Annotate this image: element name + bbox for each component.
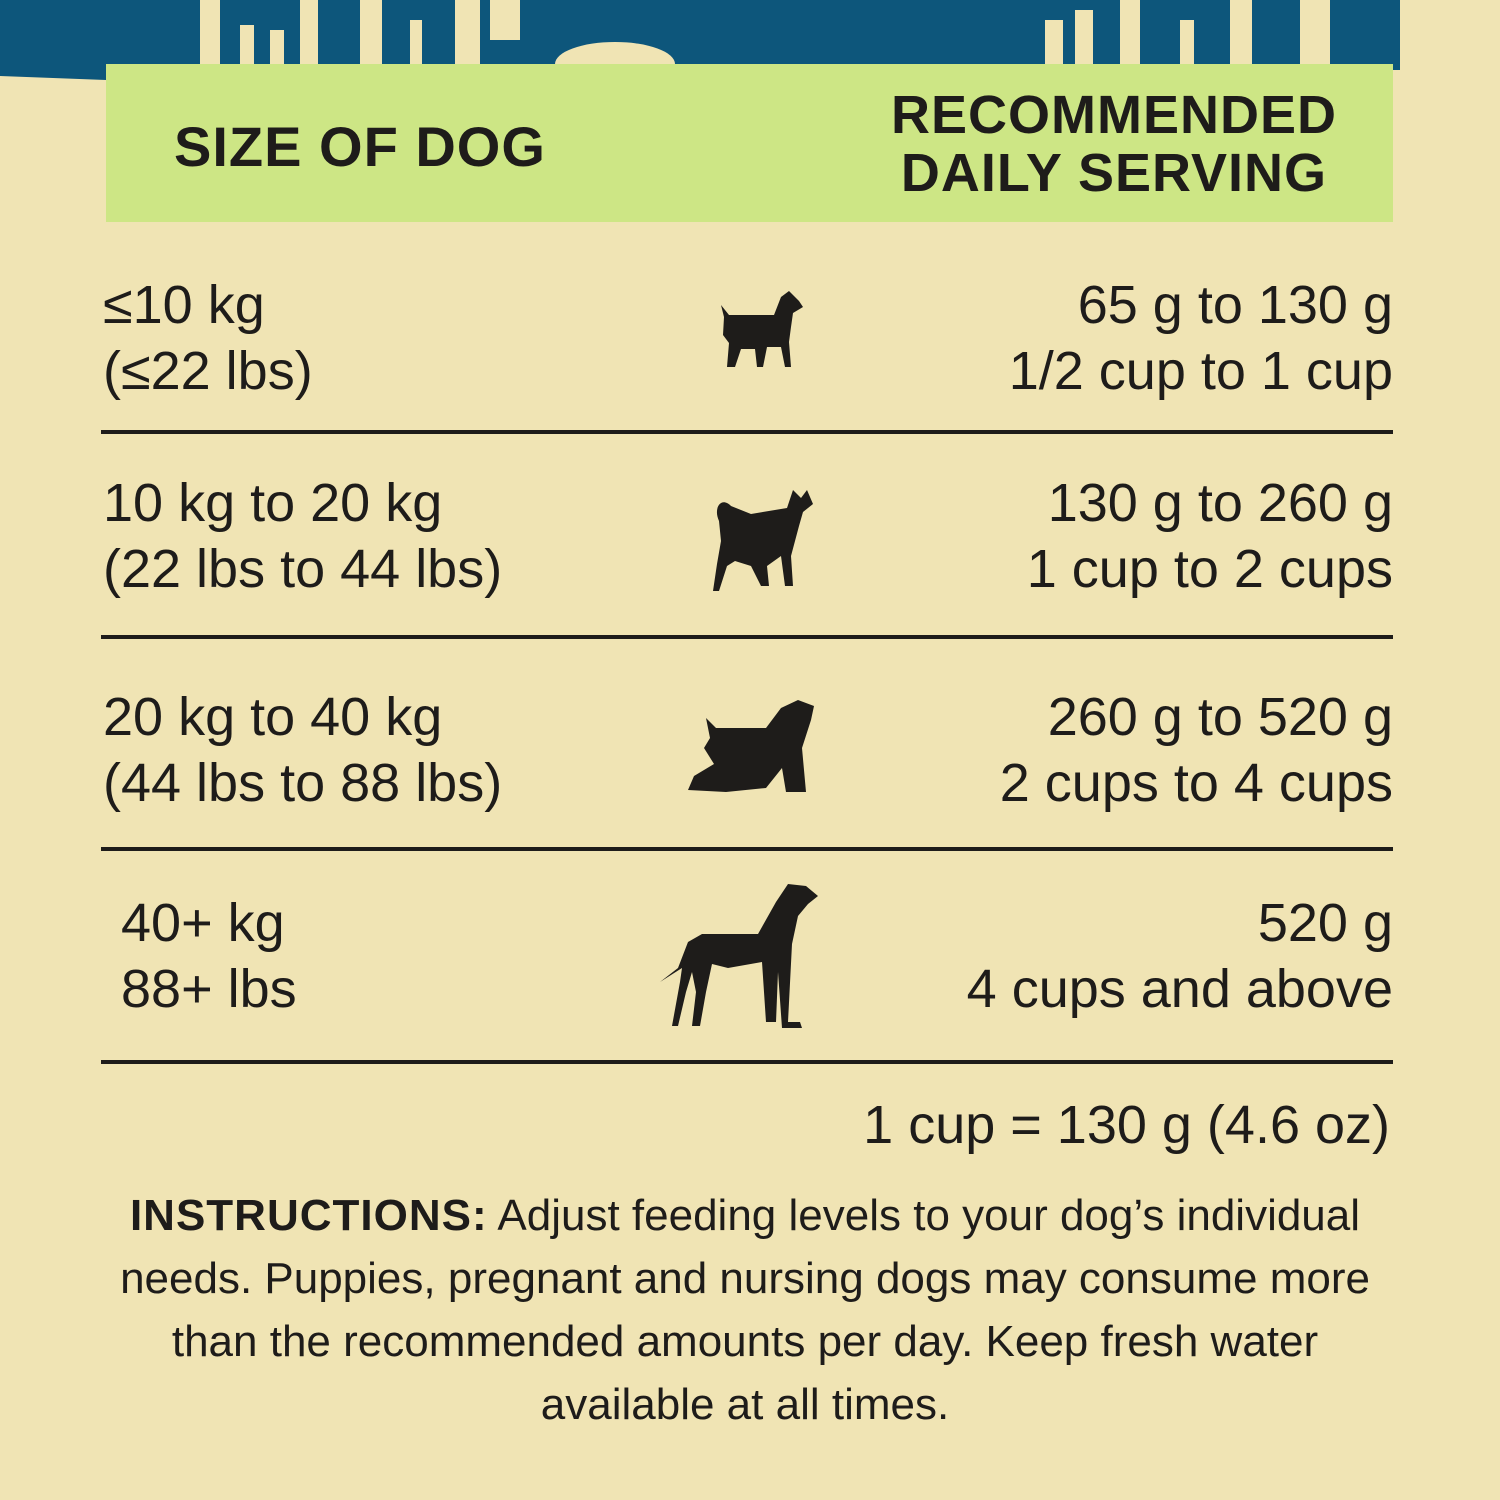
- table-row: 20 kg to 40 kg (44 lbs to 88 lbs) 260 g t…: [101, 684, 1393, 824]
- instructions: INSTRUCTIONS: Adjust feeding levels to y…: [90, 1184, 1400, 1436]
- table-row: ≤10 kg (≤22 lbs) 65 g to 130 g 1/2 cup to …: [101, 272, 1393, 412]
- dog-size: 40+ kg 88+ lbs: [121, 893, 297, 1019]
- small-terrier-dog-icon: [721, 291, 803, 367]
- medium-spitz-dog-icon: [713, 490, 813, 591]
- instructions-label: INSTRUCTIONS:: [129, 1191, 488, 1240]
- heading-line1: RECOMMENDED: [890, 85, 1337, 145]
- dog-size: 10 kg to 20 kg (22 lbs to 44 lbs): [103, 473, 503, 599]
- size-of-dog-heading: SIZE OF DOG: [174, 115, 546, 178]
- row-divider: [101, 1060, 1393, 1064]
- great-dane-dog-icon: [660, 884, 818, 1028]
- instructions-text: Adjust feeding levels to your dog’s indi…: [120, 1191, 1370, 1429]
- daily-serving-heading: RECOMMENDED DAILY SERVING: [891, 86, 1337, 202]
- dog-size: 20 kg to 40 kg (44 lbs to 88 lbs): [103, 687, 503, 813]
- table-header: SIZE OF DOG RECOMMENDED DAILY SERVING: [106, 64, 1393, 222]
- cup-conversion-note: 1 cup = 130 g (4.6 oz): [863, 1095, 1390, 1155]
- heading-line2: DAILY SERVING: [900, 143, 1328, 203]
- spaniel-dog-icon: [688, 700, 814, 792]
- dog-size: ≤10 kg (≤22 lbs): [103, 275, 313, 401]
- row-divider: [101, 847, 1393, 851]
- decorative-banner: [0, 0, 1500, 90]
- table-row: 10 kg to 20 kg (22 lbs to 44 lbs) 130 g t…: [101, 470, 1393, 610]
- row-divider: [101, 430, 1393, 434]
- serving-amount: 65 g to 130 g 1/2 cup to 1 cup: [1008, 275, 1393, 401]
- row-divider: [101, 635, 1393, 639]
